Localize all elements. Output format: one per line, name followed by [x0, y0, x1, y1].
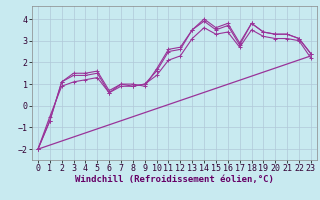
X-axis label: Windchill (Refroidissement éolien,°C): Windchill (Refroidissement éolien,°C) [75, 175, 274, 184]
